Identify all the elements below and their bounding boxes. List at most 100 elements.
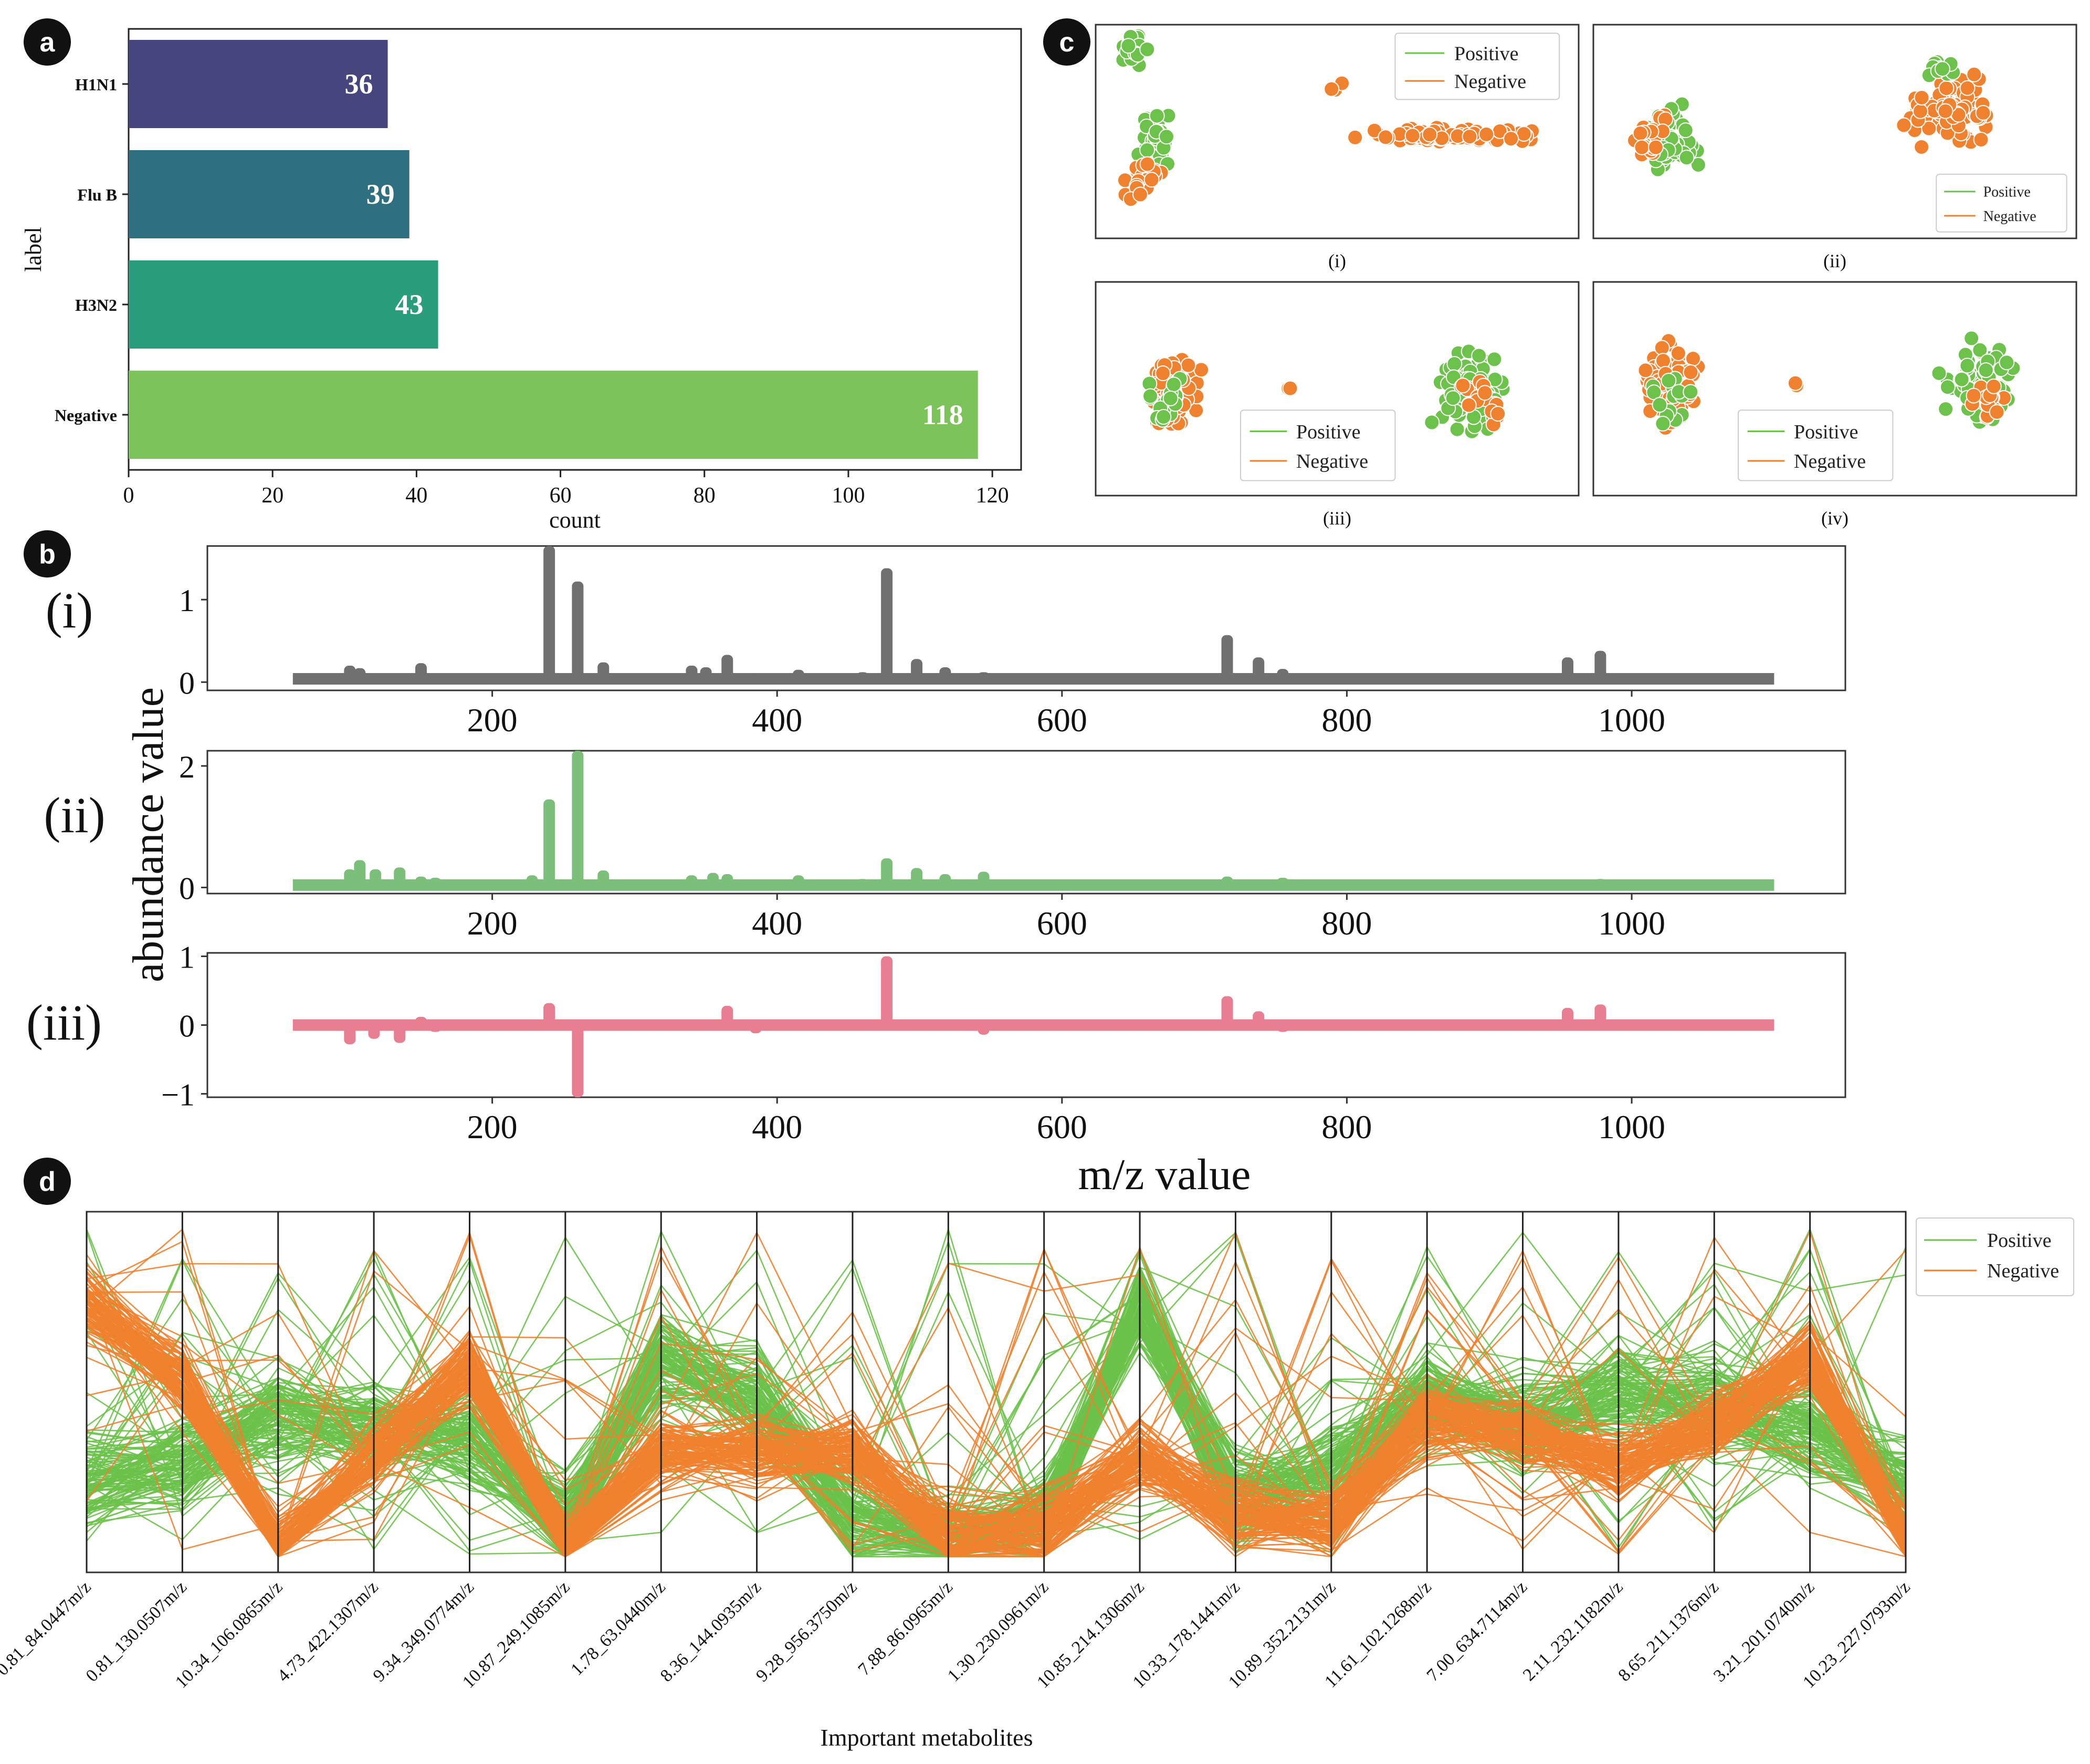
scatter-point-negative [1132,186,1148,203]
x-tick-label: 600 [1037,1108,1087,1146]
spectrum-peak [572,1025,584,1097]
scatter-point-negative [1937,103,1954,119]
panel-c-badge: c [1043,18,1090,66]
spectrum-peak [1561,1007,1573,1025]
scatter-point-negative [1647,139,1664,155]
scatter-point-negative [1347,129,1363,145]
x-tick-label: 400 [752,905,802,942]
scatter-point-positive [1424,414,1440,430]
spectrum-peak [857,879,868,885]
spectrum-subplot-label: (i) [46,582,93,638]
x-tick-label: 120 [976,484,1009,508]
scatter-point-positive [1963,330,1980,346]
spectrum-peak [1073,881,1085,885]
scatter-point-positive [1683,384,1699,400]
scatter-point-positive [1661,373,1677,389]
scatter-point-negative [1282,380,1298,396]
spectrum-peak [368,1025,380,1039]
scatter-point-negative [1914,89,1930,106]
panel-c-label: c [1059,27,1075,58]
spectrum-peak [394,867,406,885]
parallel-legend: Positive Negative [1916,1217,2074,1296]
scatter-point-negative [1378,129,1394,145]
spectrum-peak [700,667,712,679]
spectrum-peak [721,874,733,885]
parallel-coordinates-panel-d: 0.81_84.0447m/z0.81_130.0507m/z10.34_106… [0,1211,2074,1751]
scatter-point-negative [1966,66,1982,82]
parallel-axis-label: 10.89_352.2131m/z [1225,1577,1339,1692]
parallel-axis-label: 7.00_634.7114m/z [1423,1577,1531,1685]
x-tick-label: 0 [123,484,134,508]
parallel-lines [86,1227,1907,1559]
spectrum-peak [686,875,698,885]
scatter-point-positive [1938,401,1954,417]
scatter-point-positive [1149,108,1165,124]
panel-b-badge: b [24,530,71,578]
spectrum-peak [429,1025,442,1032]
legend-box [1738,410,1894,481]
scatter-subplot-caption: (ii) [1823,250,1846,271]
spectrum-peak [881,568,893,679]
spectrum-peak [1594,879,1606,885]
scatter-point-negative [1670,345,1686,361]
spectrum-peak [881,858,893,885]
y-tick-label: 2 [179,750,195,784]
scatter-point-negative [1637,362,1654,379]
scatter-point-negative [1787,375,1803,391]
scatter-point-negative [1634,139,1650,155]
scatter-point-negative [1143,172,1160,188]
scatter-point-negative [1180,357,1196,373]
spectrum-peak [1253,879,1265,885]
x-tick-label: 600 [1037,905,1087,942]
spectrum-subplot-label: (ii) [44,787,105,843]
scatter-point-positive [1939,379,1956,395]
spectrum-peak [415,663,427,679]
parallel-axis-label: 10.87_249.1085m/z [459,1577,573,1692]
spectra-xlabel: m/z value [1078,1150,1251,1199]
scatter-subplot: Positive Negative (iii) [1095,281,1580,529]
spectrum-peak [1277,877,1289,885]
scatter-legend: Positive Negative [1394,33,1560,100]
bar-negative [129,371,978,459]
scatter-point-positive [1954,371,1970,387]
bar-chart-xlabel: count [549,507,601,533]
scatter-point-positive [1449,421,1465,437]
parallel-line-negative [86,1292,1907,1558]
parallel-line-negative [86,1305,1907,1551]
legend-label-positive: Positive [1296,421,1360,443]
scatter-point-negative [1490,406,1506,422]
bar-value-label: 39 [366,178,395,210]
scatter-point-negative [1461,397,1477,413]
spectrum-peak [721,1005,733,1025]
panel-a-badge: a [24,18,71,66]
legend-label-negative: Negative [1794,450,1866,472]
scatter-panel-c: PositiveNegative(i)PositiveNegative(ii)P… [1095,24,2077,529]
spectrum-peak [978,672,990,679]
legend-box [1936,173,2067,233]
parallel-axis-label: 0.81_84.0447m/z [0,1577,95,1679]
legend-label-negative: Negative [1296,450,1368,472]
parallel-axis-label: 0.81_130.0507m/z [82,1577,191,1685]
scatter-point-negative [1422,127,1438,143]
scatter-legend: Positive Negative [1936,173,2067,233]
scatter-point-positive [1445,390,1461,406]
spectrum-peak [344,665,356,679]
scatter-point-negative [1914,139,1930,155]
scatter-point-positive [1678,150,1695,166]
spectrum-frame [206,545,1846,691]
x-tick-label: 200 [467,905,518,942]
scatter-point-negative [1959,80,1976,96]
y-tick-label: 1 [179,940,195,975]
x-tick-label: 600 [1037,701,1087,739]
x-tick-label: 60 [550,484,572,508]
parallel-line-negative [86,1229,1907,1558]
parallel-line-negative [86,1249,1906,1558]
spectrum-peak [750,674,762,679]
spectrum-peak [792,875,804,885]
legend-label-positive: Positive [1987,1230,2051,1252]
spectrum-peak [750,1025,762,1034]
scatter-point-positive [1142,388,1159,404]
scatter-point-positive [1139,142,1156,158]
scatter-point-negative [1683,364,1699,381]
y-tick-label: 0 [179,1009,195,1044]
